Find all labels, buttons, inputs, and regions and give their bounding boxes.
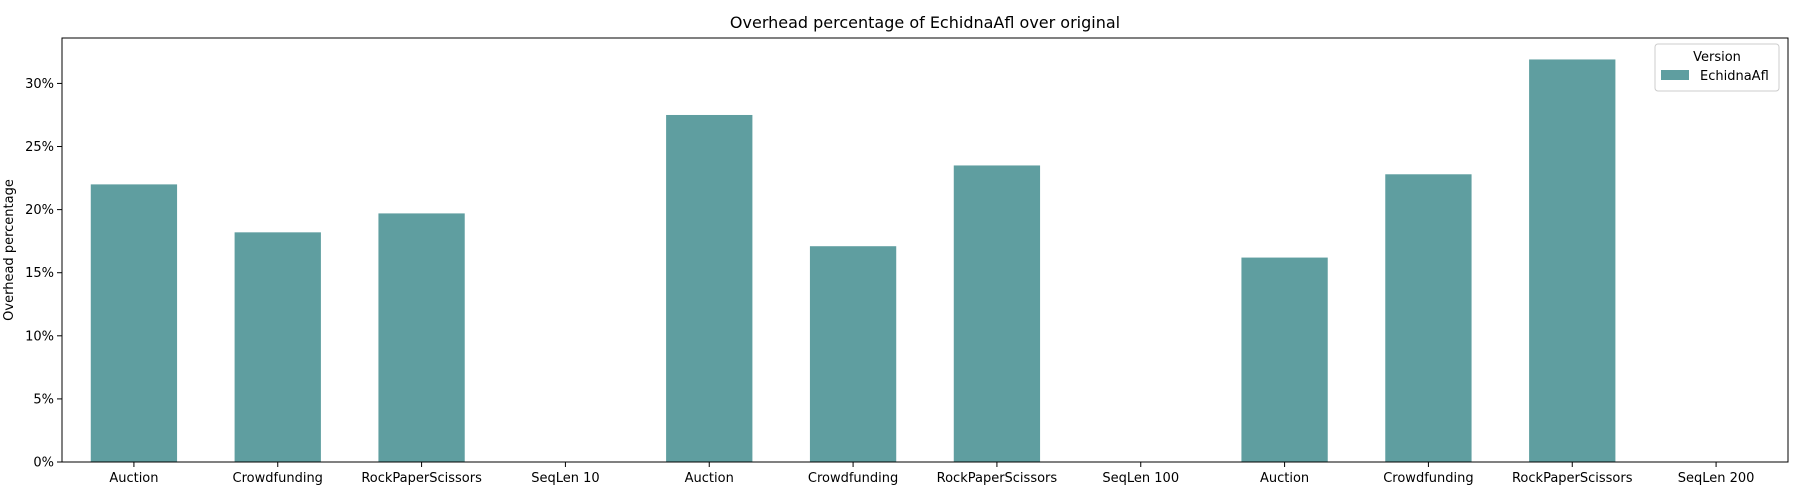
y-tick-label: 10%: [25, 329, 54, 344]
legend-title: Version: [1693, 50, 1741, 65]
bar-8: [1241, 257, 1328, 462]
y-ticks-group: 0% 5% 10% 15% 20% 25% 30%: [25, 77, 62, 471]
legend-swatch: [1661, 70, 1689, 80]
x-tick-label: SeqLen 100: [1102, 471, 1179, 486]
x-tick-label: Auction: [109, 471, 158, 486]
x-tick-label: Crowdfunding: [233, 471, 323, 486]
x-tick-label: SeqLen 10: [531, 471, 599, 486]
bar-0: [90, 184, 178, 462]
bars-group: [90, 59, 1616, 463]
legend-entry-label: EchidnaAfl: [1700, 69, 1769, 84]
bar-1: [234, 232, 321, 462]
y-tick-label: 30%: [25, 77, 54, 92]
x-ticks-group: Auction Crowdfunding RockPaperScissors SeqL…: [109, 462, 1754, 486]
x-tick-label: RockPaperScissors: [937, 471, 1058, 486]
legend-entries: EchidnaAfl: [1661, 69, 1769, 84]
y-tick-label: 20%: [25, 203, 54, 218]
bar-10: [1529, 59, 1616, 462]
x-tick-label: SeqLen 200: [1678, 471, 1755, 486]
bar-9: [1385, 174, 1472, 463]
y-axis-label: Overhead percentage: [2, 179, 17, 321]
y-tick-label: 5%: [33, 392, 54, 407]
chart-title: Overhead percentage of EchidnaAfl over o…: [730, 13, 1120, 32]
y-tick-label: 0%: [33, 456, 54, 471]
plot-frame: [61, 37, 1789, 463]
bar-2: [378, 213, 465, 462]
x-tick-label: RockPaperScissors: [361, 471, 482, 486]
x-tick-label: Crowdfunding: [808, 471, 898, 486]
y-tick-label: 15%: [25, 266, 54, 281]
bar-6: [953, 165, 1041, 462]
x-tick-label: Crowdfunding: [1383, 471, 1473, 486]
x-tick-label: RockPaperScissors: [1512, 471, 1633, 486]
bar-4: [666, 114, 753, 462]
y-tick-label: 25%: [25, 140, 54, 155]
x-tick-label: Auction: [685, 471, 734, 486]
legend: Version EchidnaAfl: [1654, 43, 1780, 92]
bar-5: [809, 246, 897, 462]
x-tick-label: Auction: [1260, 471, 1309, 486]
